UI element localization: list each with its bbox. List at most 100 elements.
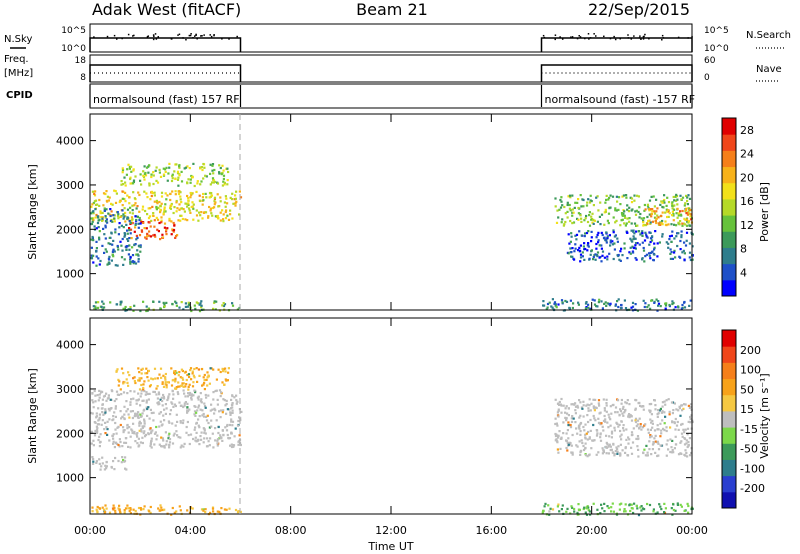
echo-cell: [98, 389, 101, 392]
echo-cell: [652, 508, 655, 511]
echo-cell: [165, 166, 168, 169]
echo-cell: [585, 214, 588, 218]
echo-cell: [153, 432, 157, 435]
echo-cell: [140, 219, 143, 222]
echo-cell: [129, 410, 132, 413]
echo-cell: [131, 212, 134, 215]
echo-cell: [554, 205, 557, 208]
echo-cell: [578, 427, 581, 430]
echo-cell: [680, 423, 683, 426]
echo-cell: [143, 227, 146, 230]
echo-cell: [127, 445, 130, 448]
echo-cell: [590, 230, 593, 233]
x-tick-label: 12:00: [375, 524, 407, 537]
echo-cell: [677, 409, 680, 412]
echo-cell: [679, 441, 682, 444]
echo-cell: [636, 507, 639, 510]
echo-cell: [132, 309, 135, 312]
echo-cell: [167, 434, 170, 437]
echo-cell: [225, 412, 228, 415]
echo-cell: [585, 404, 588, 407]
echo-cell: [571, 247, 574, 250]
echo-cell: [139, 422, 142, 425]
echo-cell: [112, 504, 115, 507]
echo-cell: [163, 305, 166, 308]
echo-cell: [577, 249, 580, 252]
echo-cell: [135, 399, 138, 402]
y-tick-label: 4000: [56, 339, 84, 352]
echo-cell: [210, 192, 213, 195]
echo-cell: [225, 429, 229, 432]
echo-cell: [133, 230, 136, 233]
echo-cell: [615, 195, 618, 198]
echo-cell: [607, 222, 610, 225]
echo-cell: [646, 454, 649, 457]
echo-cell: [573, 510, 576, 513]
echo-cell: [136, 435, 139, 438]
echo-cell: [629, 237, 632, 240]
echo-cell: [677, 212, 680, 215]
echo-cell: [606, 443, 609, 446]
echo-cell: [582, 245, 585, 248]
echo-cell: [148, 230, 151, 233]
echo-cell: [101, 456, 104, 459]
echo-cell: [134, 175, 137, 178]
echo-cell: [98, 445, 101, 448]
noise-right-tick-top: 10^5: [704, 26, 729, 36]
echo-cell: [119, 388, 122, 391]
echo-cell: [148, 392, 151, 395]
echo-cell: [601, 425, 604, 428]
echo-cell: [670, 507, 673, 510]
echo-cell: [223, 383, 226, 386]
echo-cell: [191, 507, 194, 510]
echo-cell: [127, 308, 130, 311]
echo-cell: [188, 303, 191, 306]
echo-cell: [657, 222, 660, 225]
echo-cell: [109, 242, 112, 246]
echo-cell: [594, 419, 597, 422]
echo-cell: [203, 373, 206, 377]
echo-cell: [126, 424, 129, 427]
echo-cell: [122, 217, 125, 220]
echo-cell: [629, 252, 632, 255]
echo-cell: [143, 380, 146, 383]
echo-cell: [670, 223, 673, 226]
echo-cell: [104, 464, 107, 467]
echo-cell: [183, 167, 186, 170]
echo-cell: [679, 213, 682, 216]
echo-cell: [102, 192, 106, 195]
echo-cell: [105, 218, 108, 221]
echo-cell: [123, 176, 126, 179]
echo-cell: [173, 170, 176, 173]
echo-cell: [211, 177, 215, 180]
echo-cell: [148, 385, 152, 388]
nsearch-point: [587, 33, 590, 35]
echo-cell: [230, 443, 233, 446]
echo-cell: [565, 417, 568, 420]
echo-cell: [597, 241, 600, 244]
echo-cell: [124, 220, 127, 223]
nsearch-point: [559, 36, 561, 38]
echo-cell: [615, 219, 618, 222]
echo-cell: [212, 307, 215, 310]
echo-cell: [597, 301, 600, 304]
echo-cell: [98, 238, 101, 241]
echo-cell: [117, 378, 120, 381]
echo-cell: [143, 390, 146, 393]
echo-cell: [122, 213, 125, 216]
echo-cell: [105, 208, 108, 211]
nsearch-point: [236, 35, 238, 38]
echo-cell: [165, 301, 168, 304]
echo-cell: [195, 431, 198, 434]
nsearch-point: [542, 34, 545, 37]
echo-cell: [630, 431, 634, 434]
nsearch-point: [127, 33, 130, 36]
echo-cell: [174, 404, 177, 408]
echo-cell: [632, 235, 635, 238]
echo-cell: [604, 210, 607, 213]
echo-cell: [194, 414, 197, 417]
echo-cell: [592, 204, 595, 207]
echo-cell: [105, 399, 108, 402]
echo-cell: [138, 379, 141, 382]
echo-cell: [657, 300, 660, 303]
